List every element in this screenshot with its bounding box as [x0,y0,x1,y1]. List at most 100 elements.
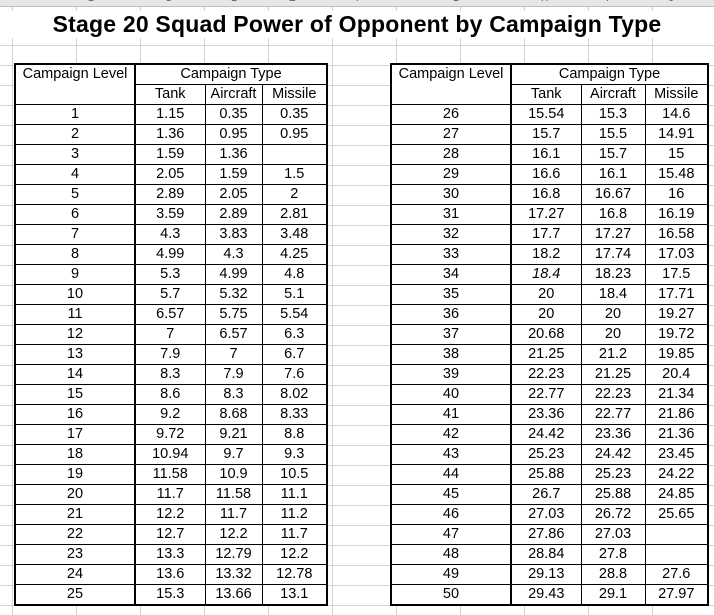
cell-campaign-level[interactable]: 11 [14,304,136,325]
cell-missile[interactable]: 27.97 [644,584,709,606]
cell-aircraft[interactable]: 8.68 [204,404,263,425]
cell-aircraft[interactable]: 27.8 [580,544,646,565]
cell-tank[interactable]: 29.43 [510,584,582,606]
column-letter[interactable]: E [289,0,296,4]
cell-tank[interactable]: 18.4 [510,264,582,285]
cell-campaign-level[interactable]: 9 [14,264,136,285]
cell-campaign-level[interactable]: 15 [14,384,136,405]
cell-tank[interactable]: 17.27 [510,204,582,225]
cell-campaign-level[interactable]: 26 [390,104,512,125]
cell-aircraft[interactable]: 16.67 [580,184,646,205]
cell-tank[interactable]: 9.2 [134,404,206,425]
cell-aircraft[interactable]: 22.23 [580,384,646,405]
cell-missile[interactable]: 20.4 [644,364,709,385]
column-letter[interactable]: B [88,0,95,4]
cell-campaign-level[interactable]: 49 [390,564,512,585]
cell-missile[interactable]: 10.5 [261,464,328,485]
cell-aircraft[interactable]: 21.25 [580,364,646,385]
cell-aircraft[interactable]: 5.75 [204,304,263,325]
cell-missile[interactable]: 19.72 [644,324,709,345]
cell-tank[interactable]: 9.72 [134,424,206,445]
cell-aircraft[interactable]: 7 [204,344,263,365]
cell-missile[interactable]: 8.33 [261,404,328,425]
cell-missile[interactable]: 9.3 [261,444,328,465]
cell-tank[interactable]: 13.3 [134,544,206,565]
cell-missile[interactable]: 17.71 [644,284,709,305]
cell-aircraft[interactable]: 18.4 [580,284,646,305]
cell-campaign-level[interactable]: 12 [14,324,136,345]
cell-campaign-level[interactable]: 18 [14,444,136,465]
cell-tank[interactable]: 25.23 [510,444,582,465]
cell-campaign-level[interactable]: 7 [14,224,136,245]
cell-missile[interactable]: 13.1 [261,584,328,606]
cell-missile[interactable]: 11.7 [261,524,328,545]
cell-campaign-level[interactable]: 20 [14,484,136,505]
header-missile[interactable]: Missile [261,84,328,105]
cell-missile[interactable]: 24.85 [644,484,709,505]
cell-missile[interactable]: 2.81 [261,204,328,225]
cell-tank[interactable]: 16.6 [510,164,582,185]
cell-aircraft[interactable]: 1.59 [204,164,263,185]
cell-missile[interactable]: 12.78 [261,564,328,585]
header-tank[interactable]: Tank [134,84,206,105]
cell-missile[interactable]: 23.45 [644,444,709,465]
cell-campaign-level[interactable]: 27 [390,124,512,145]
cell-missile[interactable]: 17.5 [644,264,709,285]
cell-campaign-level[interactable]: 30 [390,184,512,205]
cell-missile[interactable]: 2 [261,184,328,205]
cell-missile[interactable] [644,544,709,565]
cell-tank[interactable]: 18.2 [510,244,582,265]
cell-campaign-level[interactable]: 10 [14,284,136,305]
cell-campaign-level[interactable]: 41 [390,404,512,425]
header-aircraft[interactable]: Aircraft [580,84,646,105]
cell-aircraft[interactable]: 16.8 [580,204,646,225]
cell-missile[interactable]: 5.1 [261,284,328,305]
cell-missile[interactable]: 0.35 [261,104,328,125]
header-aircraft[interactable]: Aircraft [204,84,263,105]
cell-aircraft[interactable]: 0.35 [204,104,263,125]
cell-tank[interactable]: 23.36 [510,404,582,425]
cell-campaign-level[interactable]: 14 [14,364,136,385]
cell-tank[interactable]: 20 [510,284,582,305]
column-letter[interactable]: F [356,0,362,4]
cell-missile[interactable]: 25.65 [644,504,709,525]
cell-tank[interactable]: 22.77 [510,384,582,405]
cell-aircraft[interactable]: 3.83 [204,224,263,245]
cell-tank[interactable]: 17.7 [510,224,582,245]
cell-tank[interactable]: 16.8 [510,184,582,205]
header-campaign-type[interactable]: Campaign Type [510,63,709,85]
cell-aircraft[interactable]: 25.88 [580,484,646,505]
cell-aircraft[interactable]: 29.1 [580,584,646,606]
sheet-title[interactable]: Stage 20 Squad Power of Opponent by Camp… [0,11,714,38]
cell-aircraft[interactable]: 12.2 [204,524,263,545]
cell-missile[interactable]: 19.85 [644,344,709,365]
cell-missile[interactable]: 7.6 [261,364,328,385]
cell-aircraft[interactable]: 2.89 [204,204,263,225]
cell-tank[interactable]: 5.3 [134,264,206,285]
cell-aircraft[interactable]: 10.9 [204,464,263,485]
cell-campaign-level[interactable]: 46 [390,504,512,525]
cell-campaign-level[interactable]: 2 [14,124,136,145]
cell-tank[interactable]: 25.88 [510,464,582,485]
cell-tank[interactable]: 6.57 [134,304,206,325]
cell-tank[interactable]: 15.54 [510,104,582,125]
cell-tank[interactable]: 12.2 [134,504,206,525]
column-letter[interactable]: I [606,0,609,4]
cell-missile[interactable]: 21.36 [644,424,709,445]
cell-tank[interactable]: 4.3 [134,224,206,245]
cell-tank[interactable]: 24.42 [510,424,582,445]
cell-missile[interactable]: 1.5 [261,164,328,185]
cell-campaign-level[interactable]: 25 [14,584,136,606]
cell-aircraft[interactable]: 20 [580,324,646,345]
cell-aircraft[interactable]: 28.8 [580,564,646,585]
cell-campaign-level[interactable]: 36 [390,304,512,325]
cell-aircraft[interactable]: 15.7 [580,144,646,165]
cell-tank[interactable]: 27.03 [510,504,582,525]
cell-missile[interactable]: 6.7 [261,344,328,365]
cell-missile[interactable]: 8.8 [261,424,328,445]
cell-missile[interactable]: 14.6 [644,104,709,125]
cell-campaign-level[interactable]: 48 [390,544,512,565]
cell-missile[interactable]: 16.19 [644,204,709,225]
cell-aircraft[interactable]: 0.95 [204,124,263,145]
cell-aircraft[interactable]: 4.99 [204,264,263,285]
